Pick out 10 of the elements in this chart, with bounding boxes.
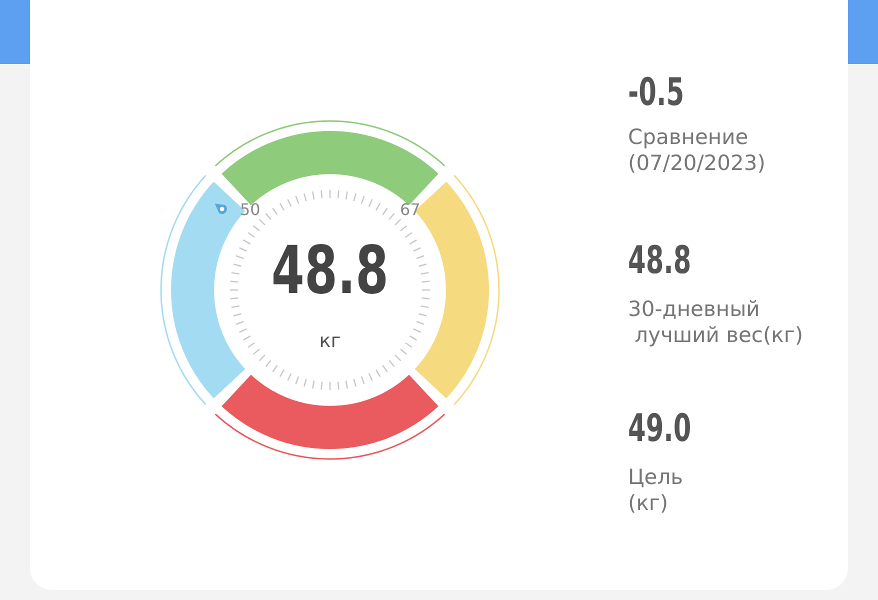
text: 30-дневный лучший вес(кг) — [628, 296, 804, 348]
text: 50 — [240, 200, 260, 219]
text: -0.5 — [628, 70, 684, 114]
text: 48.8 — [628, 238, 692, 282]
text: кг — [318, 330, 342, 352]
text: 49.0 — [628, 406, 692, 450]
text: 48.8 — [270, 232, 390, 309]
text: Цель (кг) — [628, 464, 684, 516]
text: Сравнение (07/20/2023) — [628, 124, 766, 176]
text: 67 — [400, 200, 420, 219]
